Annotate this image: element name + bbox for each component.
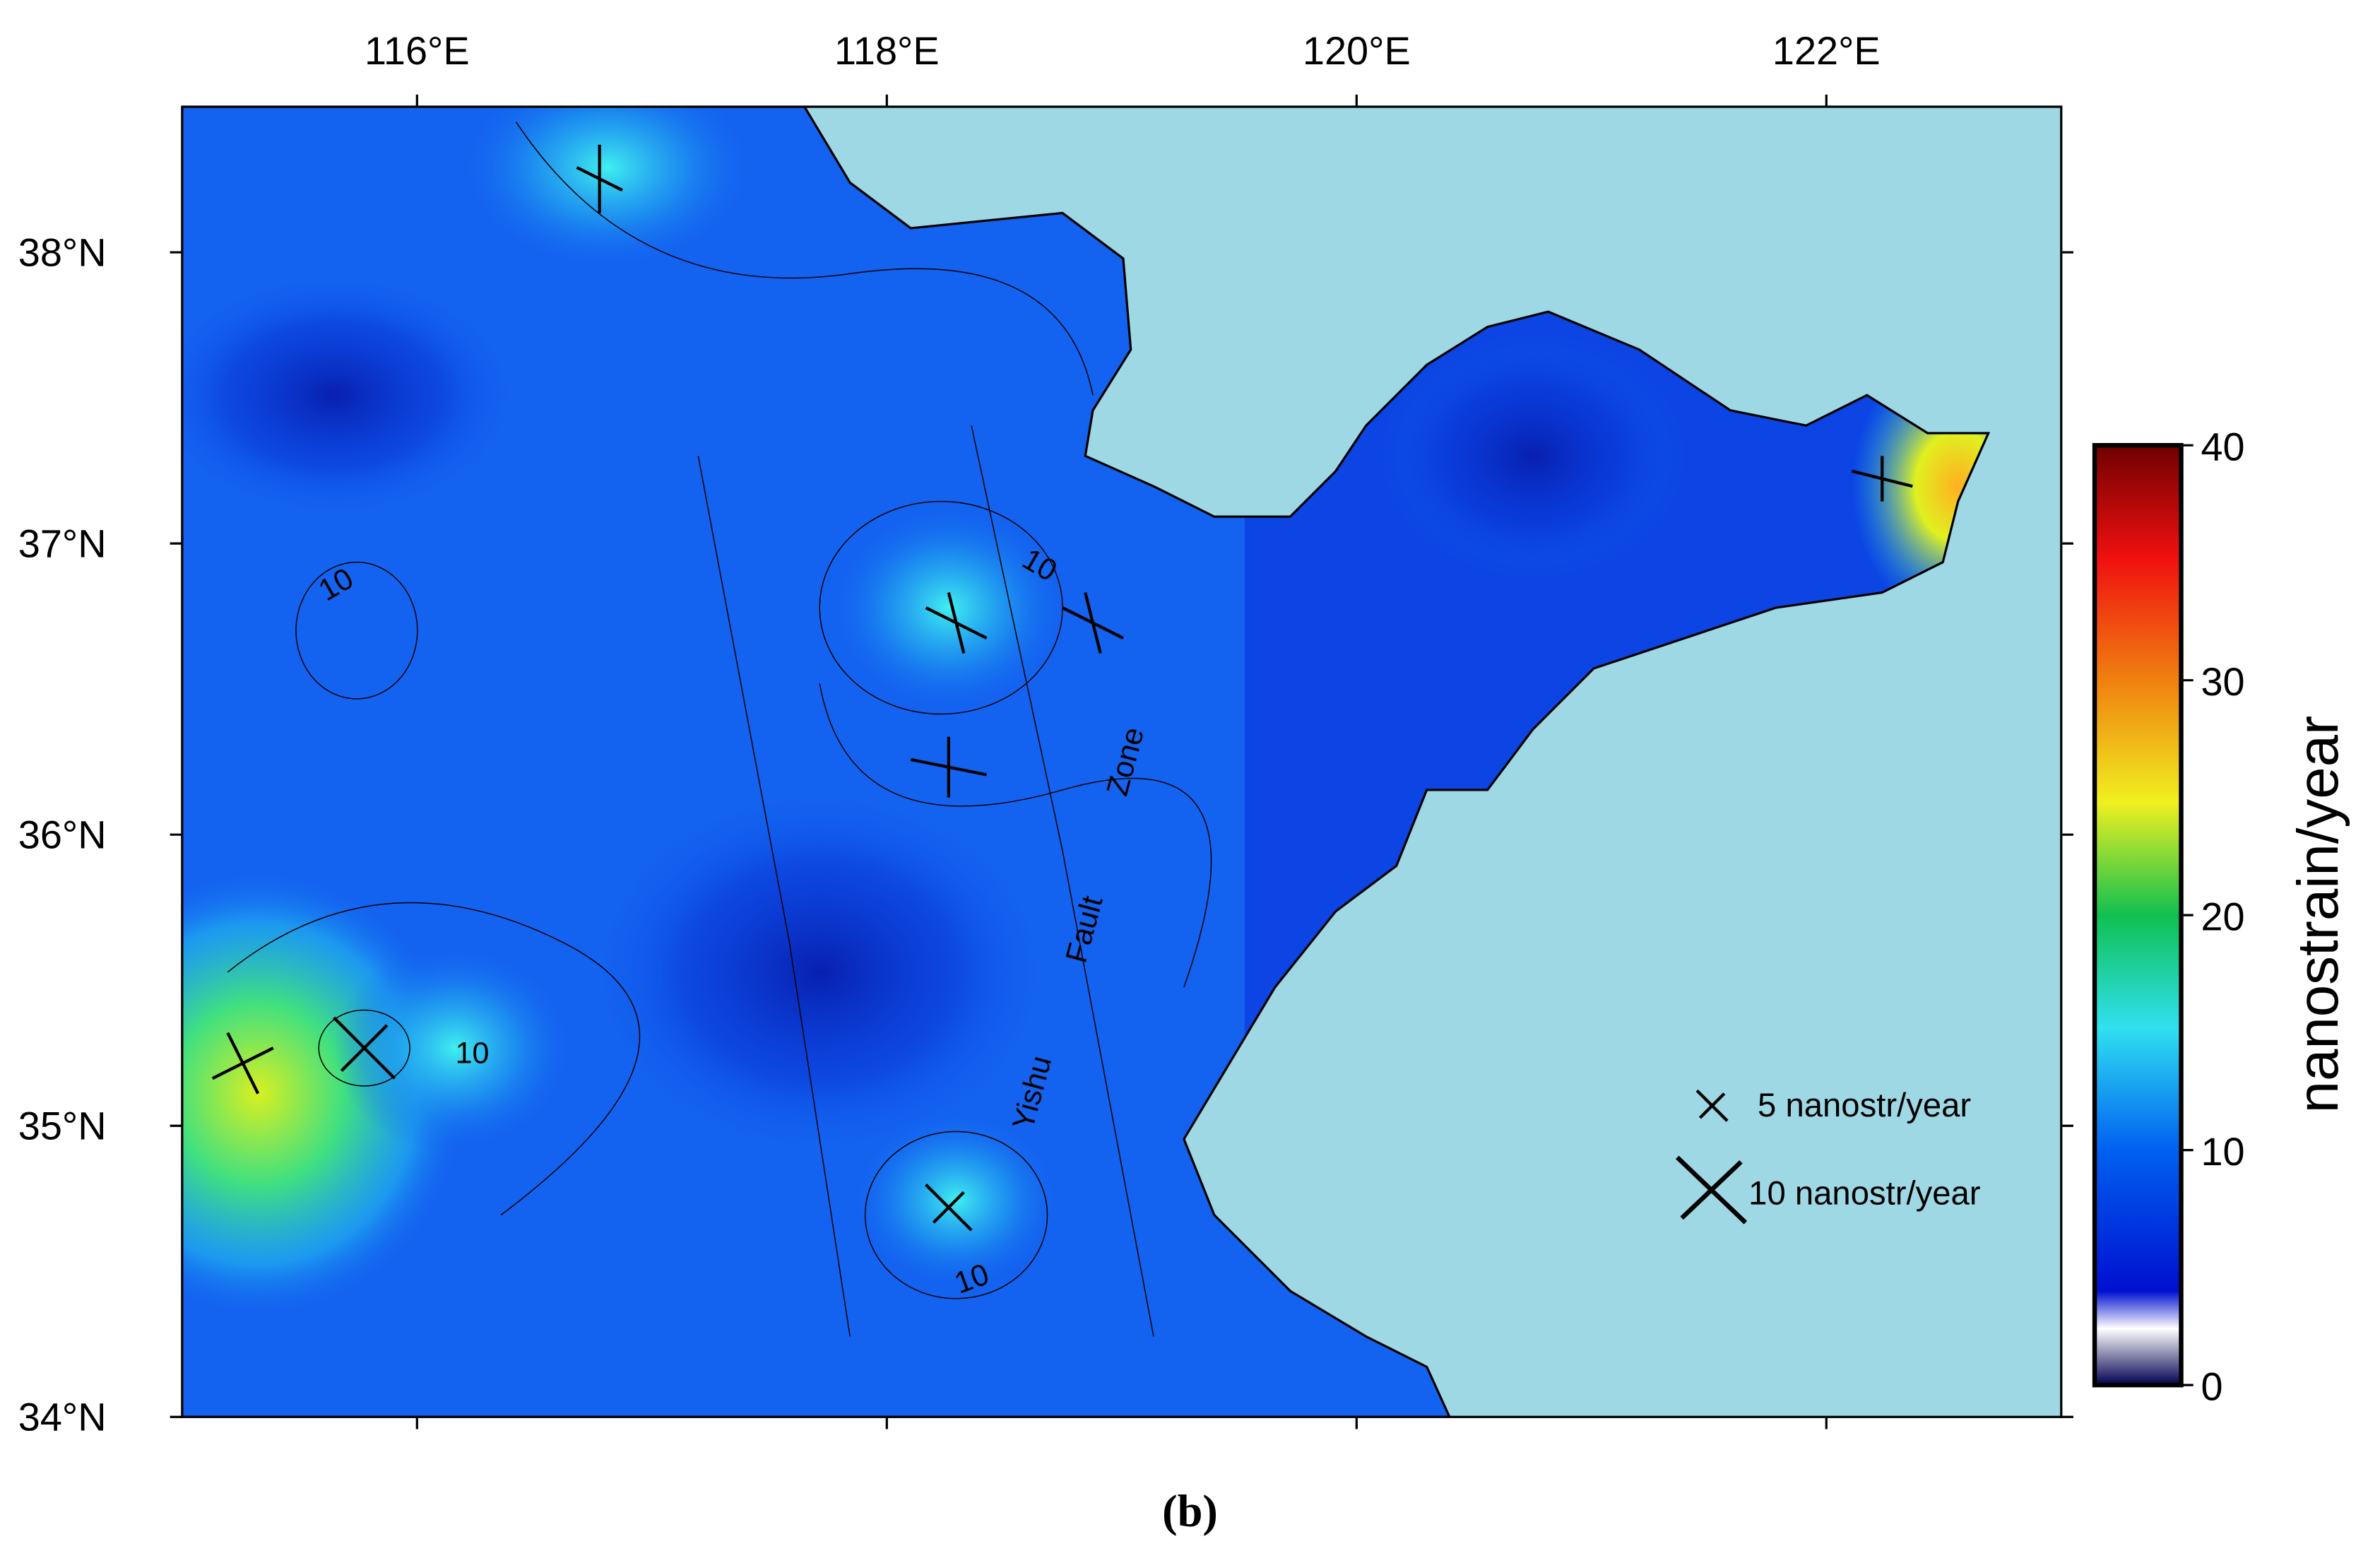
caption: (b) — [1162, 1486, 1218, 1536]
y-tick-label: 36°N — [18, 813, 107, 857]
strain-crosses — [211, 144, 1913, 1232]
x-tick-label: 122°E — [1772, 28, 1881, 73]
contour-label: 10 — [456, 1037, 490, 1071]
y-tick-label: 35°N — [18, 1104, 107, 1148]
colorbar-tick-label: 40 — [2201, 425, 2244, 469]
y-tick-label: 38°N — [18, 230, 107, 274]
x-tick-label: 120°E — [1303, 28, 1411, 73]
colorbar-tick-label: 0 — [2201, 1364, 2222, 1409]
map-area: 10 10 10 10 Yishu Fault Zone — [182, 107, 2061, 1417]
legend-label: 10 nanostr/year — [1748, 1174, 1980, 1212]
legend-symbol — [1675, 1155, 1748, 1225]
y-tick-label: 34°N — [18, 1395, 107, 1439]
colorbar-tick-label: 10 — [2201, 1129, 2244, 1174]
axes: 116°E 118°E 120°E 122°E 34°N 35°N 36°N 37°N 38°N… — [18, 28, 2245, 1439]
colorbar-tick-label: 20 — [2201, 895, 2244, 939]
map-frame — [181, 105, 2063, 1418]
legend-label: 5 nanostr/year — [1758, 1087, 1971, 1124]
legend: 5 nanostr/year 10 nanostr/year — [1675, 1087, 1981, 1225]
x-tick-label: 118°E — [834, 28, 940, 73]
colorbar-tick-label: 30 — [2201, 659, 2244, 704]
y-tick-label: 37°N — [18, 521, 107, 565]
colorbar — [2092, 442, 2184, 1388]
colorbar-title: nanostrain/year — [2286, 716, 2350, 1114]
legend-symbol — [1695, 1089, 1729, 1122]
x-tick-label: 116°E — [365, 28, 470, 73]
